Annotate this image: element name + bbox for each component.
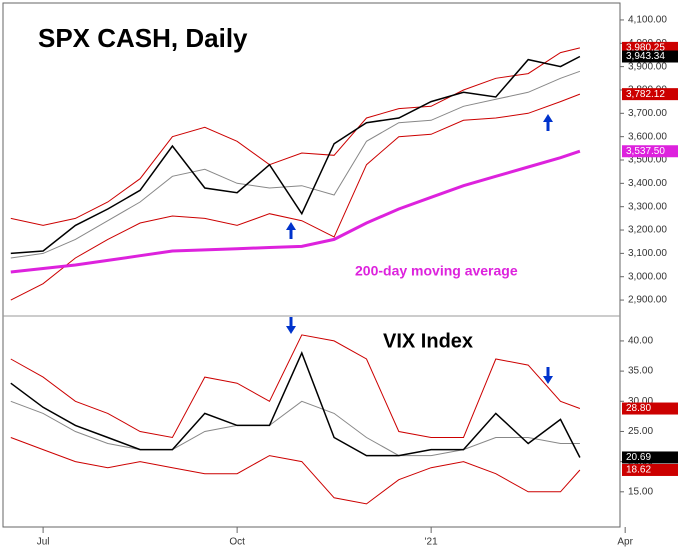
end-label: 18.62: [626, 465, 651, 476]
y-tick-label: 3,100.00: [628, 248, 667, 259]
end-label-box: [622, 463, 678, 476]
series-line: [10, 47, 581, 226]
end-label: 3,980.25: [626, 43, 665, 54]
series-line: [10, 70, 581, 259]
end-label: 28.80: [626, 403, 651, 414]
end-label-box: [622, 402, 678, 415]
series-line: [10, 351, 581, 458]
panel-title: SPX CASH, Daily: [38, 23, 248, 53]
y-tick-label: 4,100.00: [628, 15, 667, 26]
end-label: 3,943.34: [626, 51, 665, 62]
y-tick-label: 35.00: [628, 366, 653, 377]
plot-frame: [2, 2, 621, 528]
down-arrow: [286, 317, 296, 334]
x-tick-label: Oct: [229, 537, 245, 548]
series-line: [10, 93, 581, 301]
y-tick-label: 25.00: [628, 426, 653, 437]
up-arrow: [543, 114, 553, 131]
end-label: 3,782.12: [626, 89, 665, 100]
y-tick-label: 3,200.00: [628, 225, 667, 236]
y-tick-label: 3,000.00: [628, 271, 667, 282]
y-tick-label: 3,700.00: [628, 108, 667, 119]
y-tick-label: 30.00: [628, 396, 653, 407]
y-tick-label: 3,300.00: [628, 201, 667, 212]
y-tick-label: 40.00: [628, 336, 653, 347]
down-arrow: [543, 367, 553, 384]
end-label: 3,537.50: [626, 146, 665, 157]
arrows: [286, 114, 553, 384]
x-tick-label: Jul: [37, 537, 50, 548]
panel-title: VIX Index: [383, 330, 473, 352]
series-line: [10, 149, 581, 274]
series-line: [10, 334, 581, 439]
annotation: 200-day moving average: [355, 263, 518, 279]
end-label: 20.69: [626, 452, 651, 463]
x-tick-label: '21: [425, 537, 438, 548]
y-tick-label: 3,900.00: [628, 61, 667, 72]
y-tick-label: 2,900.00: [628, 295, 667, 306]
end-label-box: [622, 451, 678, 464]
up-arrow: [286, 222, 296, 239]
series-line: [10, 55, 581, 255]
end-label-box: [622, 145, 678, 158]
y-tick-label: 3,500.00: [628, 155, 667, 166]
series-line: [10, 400, 580, 457]
y-tick-label: 15.00: [628, 486, 653, 497]
end-label-box: [622, 50, 678, 63]
y-tick-label: 3,600.00: [628, 131, 667, 142]
x-tick-label: Apr: [617, 537, 633, 548]
end-label-box: [622, 88, 678, 101]
series-line: [10, 437, 581, 505]
y-tick-label: 3,400.00: [628, 178, 667, 189]
